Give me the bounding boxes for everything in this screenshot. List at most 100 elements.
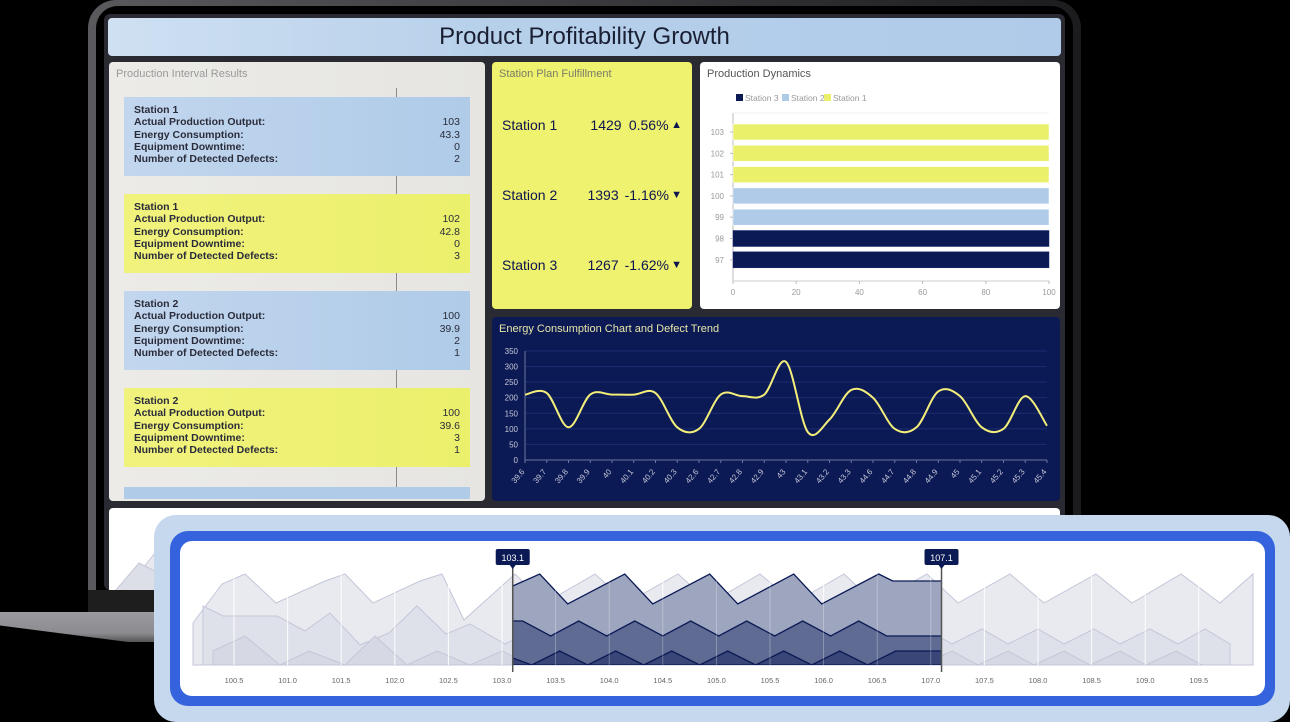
x-tick-label: 0 (731, 288, 736, 297)
x-tick-label: 42.6 (684, 467, 701, 485)
metric-label: Energy Consumption: (134, 419, 244, 432)
plan-fulfillment-panel: Station Plan Fulfillment Station 1 1429 … (492, 62, 692, 309)
card-row: Number of Detected Defects: 1 (134, 444, 460, 456)
x-tick-label: 105.0 (707, 676, 726, 685)
card-row: Energy Consumption: 39.6 (134, 420, 460, 432)
bar (732, 145, 1050, 162)
metric-label: Energy Consumption: (134, 225, 244, 238)
panel-title: Energy Consumption Chart and Defect Tren… (499, 323, 720, 335)
metric-label: Actual Production Output: (134, 116, 266, 129)
metric-label: Actual Production Output: (134, 407, 266, 420)
page-title: Product Profitability Growth (439, 23, 730, 50)
card-station-name: Station 2 (134, 298, 179, 310)
marker-pointer-icon (509, 565, 516, 569)
x-tick-label: 40 (855, 288, 864, 297)
station-result-card: Station 2 Actual Production Output: 100 Ene… (124, 291, 470, 370)
bar-chart: Station 3 Station 2 Station 1 103 102 101 100 9… (711, 93, 1057, 297)
x-tick-label: 109.0 (1136, 676, 1155, 685)
x-tick-label: 45.2 (988, 467, 1005, 485)
x-tick-label: 45.4 (1032, 467, 1049, 485)
x-tick-label: 102.5 (439, 676, 458, 685)
card-row: Energy Consumption: 42.8 (134, 226, 460, 238)
metric-value: 1 (454, 347, 460, 360)
station-name: Station 2 (502, 187, 558, 203)
energy-line (524, 360, 1048, 437)
metric-value: 100 (442, 407, 460, 420)
metric-value: 39.6 (439, 419, 460, 432)
metric-value: 3 (454, 431, 460, 444)
x-tick-label: 109.5 (1189, 676, 1208, 685)
x-tick-label: 101.0 (278, 676, 297, 685)
range-end-label: 107.1 (930, 553, 953, 563)
metric-value: 2 (454, 153, 460, 166)
range-selector[interactable]: 100.5 101.0 101.5 102.0 102.5 103.0 103.5 104.0… (180, 541, 1265, 696)
station-name: Station 1 (502, 117, 558, 133)
panel-title: Production Dynamics (707, 68, 811, 80)
selected-range[interactable] (512, 571, 982, 665)
x-tick-label: 43.3 (836, 467, 853, 485)
legend-swatch (824, 94, 831, 101)
legend-swatch (736, 94, 743, 101)
x-tick-label: 45.3 (1010, 467, 1027, 485)
card-row: Energy Consumption: 43.3 (134, 129, 460, 141)
plan-row: Station 2 1393 -1.16% ▼ (502, 187, 682, 203)
bar (732, 166, 1050, 183)
line-chart: 0 50 100 150 200 250 300 350 39.6 39.7 39.8 39.9 40 4… (505, 347, 1049, 485)
legend-label: Station 1 (833, 93, 867, 103)
arrow-down-icon: ▼ (671, 259, 682, 271)
x-tick-label: 44.9 (923, 467, 940, 485)
card-row: Actual Production Output: 100 (134, 407, 460, 419)
range-area-chart[interactable]: 100.5 101.0 101.5 102.0 102.5 103.0 103.5 104.0… (180, 541, 1265, 696)
metric-label: Number of Detected Defects: (134, 153, 279, 166)
x-tick-label: 42.9 (749, 467, 766, 485)
x-tick-label: 40.2 (640, 467, 657, 485)
x-tick-label: 40 (601, 467, 614, 480)
card-row: Equipment Downtime: 2 (134, 335, 460, 347)
y-tick-label: 300 (505, 363, 519, 372)
card-row: Actual Production Output: 102 (134, 213, 460, 225)
bar (732, 230, 1050, 247)
metric-value: 103 (442, 116, 460, 129)
metric-label: Equipment Downtime: (134, 334, 245, 347)
y-tick-label: 100 (711, 192, 725, 201)
y-tick-label: 100 (505, 425, 519, 434)
legend-swatch (782, 94, 789, 101)
laptop-base (0, 612, 160, 642)
x-tick-label: 108.0 (1029, 676, 1048, 685)
x-tick-label: 43.1 (792, 467, 809, 485)
card-row: Equipment Downtime: 0 (134, 141, 460, 153)
x-tick-label: 39.9 (575, 467, 592, 485)
marker-pointer-icon (938, 565, 945, 569)
interval-results-panel[interactable]: Production Interval Results Station 1 Act… (109, 62, 485, 501)
range-end-label-box[interactable] (924, 549, 959, 565)
x-tick-label: 100.5 (225, 676, 244, 685)
card-row: Number of Detected Defects: 3 (134, 250, 460, 262)
x-tick-label: 39.6 (510, 467, 527, 485)
metric-value: 42.8 (439, 225, 460, 238)
x-tick-label: 40.1 (618, 467, 635, 485)
card-row: Actual Production Output: 103 (134, 116, 460, 128)
x-tick-label: 100 (1042, 288, 1056, 297)
arrow-down-icon: ▼ (671, 189, 682, 201)
metric-label: Number of Detected Defects: (134, 347, 279, 360)
x-tick-label: 103.5 (546, 676, 565, 685)
y-tick-label: 103 (711, 128, 725, 137)
x-tick-label: 102.0 (385, 676, 404, 685)
range-start-label-box[interactable] (495, 549, 530, 565)
x-tick-label: 108.5 (1082, 676, 1101, 685)
x-tick-label: 45 (949, 467, 962, 480)
legend-label: Station 3 (745, 93, 779, 103)
y-tick-label: 0 (514, 456, 519, 465)
metric-label: Equipment Downtime: (134, 431, 245, 444)
station-result-card: Station 1 Actual Production Output: 103 Ene… (124, 97, 470, 176)
panel-title: Station Plan Fulfillment (499, 68, 612, 80)
x-tick-label: 106.5 (868, 676, 887, 685)
range-start-label: 103.1 (501, 553, 524, 563)
metric-label: Actual Production Output: (134, 310, 266, 323)
x-tick-label: 101.5 (332, 676, 351, 685)
y-tick-label: 150 (505, 409, 519, 418)
x-tick-label: 60 (918, 288, 927, 297)
x-tick-label: 44.8 (901, 467, 918, 485)
metric-label: Equipment Downtime: (134, 140, 245, 153)
